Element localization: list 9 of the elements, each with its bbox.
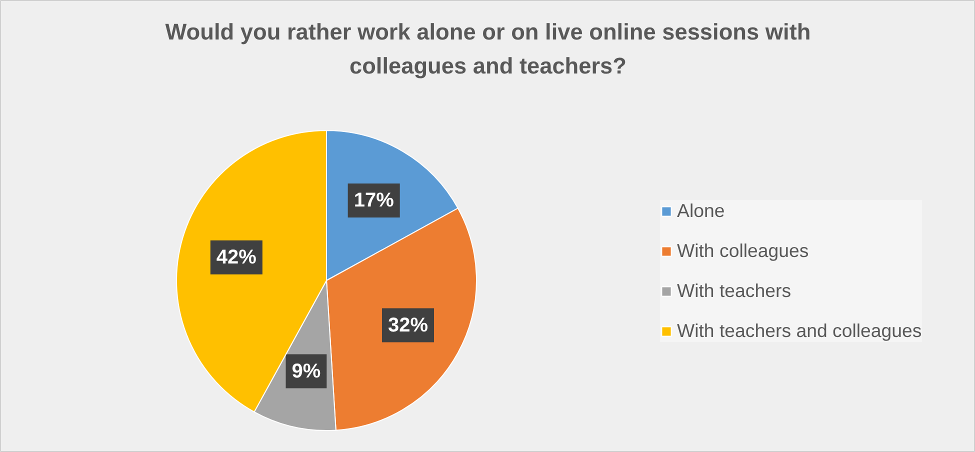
- legend-label: With colleagues: [677, 240, 809, 262]
- data-label: 9%: [292, 360, 321, 382]
- legend-label: With teachers: [677, 280, 792, 302]
- legend-label: Alone: [677, 200, 725, 222]
- chart-title: Would you rather work alone or on live online sessions with colleagues and teachers?: [165, 18, 811, 78]
- data-label: 17%: [354, 189, 394, 212]
- legend-label: With teachers and colleagues: [677, 320, 922, 342]
- data-label: 32%: [388, 314, 428, 336]
- data-label: 42%: [216, 246, 257, 268]
